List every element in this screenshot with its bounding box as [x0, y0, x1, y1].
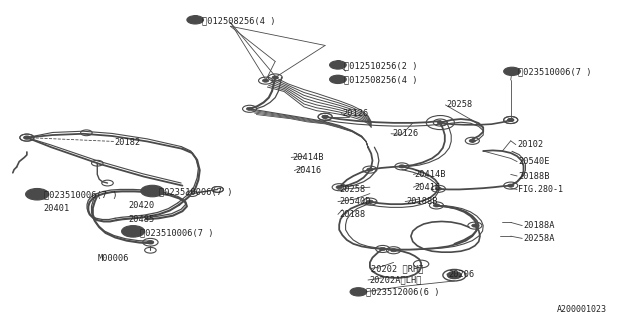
Circle shape [380, 247, 386, 251]
Circle shape [26, 188, 49, 200]
Circle shape [330, 61, 346, 69]
Text: Ⓐ012508256(4 ): Ⓐ012508256(4 ) [202, 16, 275, 25]
Text: B: B [335, 60, 340, 69]
Text: 20126: 20126 [392, 129, 419, 138]
Text: 20102: 20102 [517, 140, 543, 149]
Circle shape [469, 139, 476, 142]
Circle shape [322, 115, 328, 118]
Circle shape [367, 200, 373, 203]
Text: A200001023: A200001023 [557, 305, 607, 314]
Text: N: N [149, 188, 156, 194]
Circle shape [122, 226, 145, 237]
Text: 20420: 20420 [128, 201, 154, 210]
Text: N: N [355, 289, 362, 295]
Circle shape [451, 274, 458, 277]
Circle shape [262, 79, 269, 82]
Text: 20126: 20126 [342, 109, 369, 118]
Text: 20188B: 20188B [518, 172, 550, 180]
Circle shape [141, 185, 164, 197]
Text: 20416: 20416 [415, 183, 441, 192]
Circle shape [187, 16, 204, 24]
Text: 20414B: 20414B [292, 153, 324, 162]
Text: N: N [130, 228, 136, 234]
Text: 20540E: 20540E [518, 157, 550, 166]
Text: Ⓝ023510006(7 ): Ⓝ023510006(7 ) [44, 191, 117, 200]
Text: N: N [34, 191, 40, 197]
Circle shape [144, 187, 161, 195]
Text: N: N [130, 228, 136, 234]
Circle shape [399, 165, 405, 168]
Circle shape [472, 224, 478, 227]
Text: Ⓝ023512006(6 ): Ⓝ023512006(6 ) [366, 287, 440, 296]
Circle shape [330, 75, 346, 84]
Text: 20485: 20485 [128, 215, 154, 224]
Text: 20258: 20258 [447, 100, 473, 109]
Circle shape [125, 227, 141, 236]
Circle shape [246, 107, 253, 110]
Text: N: N [149, 188, 156, 194]
Text: 20258A: 20258A [524, 234, 555, 243]
Text: M00006: M00006 [97, 254, 129, 263]
Text: 20202A〈LH〉: 20202A〈LH〉 [369, 276, 422, 284]
Circle shape [322, 115, 328, 118]
Circle shape [435, 187, 442, 190]
Text: 20188B: 20188B [406, 197, 438, 206]
Text: Ⓝ023510006(7 ): Ⓝ023510006(7 ) [140, 228, 213, 237]
Text: N: N [509, 68, 515, 74]
Text: N: N [34, 191, 40, 197]
Circle shape [29, 190, 45, 198]
Circle shape [448, 272, 461, 278]
Text: B: B [335, 75, 340, 84]
Circle shape [508, 118, 514, 122]
Text: 20258: 20258 [339, 185, 365, 194]
Circle shape [437, 121, 444, 124]
Circle shape [272, 76, 278, 79]
Text: 20540D: 20540D [339, 197, 371, 206]
Circle shape [390, 249, 397, 252]
Text: 20182: 20182 [114, 138, 140, 147]
Text: Ⓐ012508256(4 ): Ⓐ012508256(4 ) [344, 76, 418, 84]
Text: Ⓝ023510006(7 ): Ⓝ023510006(7 ) [159, 188, 232, 196]
Circle shape [504, 67, 520, 76]
Circle shape [336, 186, 342, 189]
Circle shape [350, 288, 367, 296]
Text: Ⓐ012510256(2 ): Ⓐ012510256(2 ) [344, 61, 418, 70]
Text: 20414B: 20414B [415, 170, 446, 179]
Circle shape [508, 118, 514, 122]
Text: 20188A: 20188A [524, 221, 555, 230]
Text: 20188: 20188 [339, 210, 365, 219]
Circle shape [508, 184, 514, 187]
Text: 20401: 20401 [44, 204, 70, 213]
Text: 20206: 20206 [448, 270, 474, 279]
Text: B: B [193, 15, 198, 24]
Text: Ⓝ023510006(7 ): Ⓝ023510006(7 ) [518, 68, 592, 76]
Text: FIG.280-1: FIG.280-1 [518, 185, 563, 194]
Circle shape [433, 204, 440, 207]
Circle shape [147, 241, 154, 244]
Text: 20416: 20416 [296, 166, 322, 175]
Circle shape [367, 168, 373, 171]
Text: 20202 〈RH〉: 20202 〈RH〉 [371, 264, 424, 273]
Circle shape [24, 136, 30, 139]
